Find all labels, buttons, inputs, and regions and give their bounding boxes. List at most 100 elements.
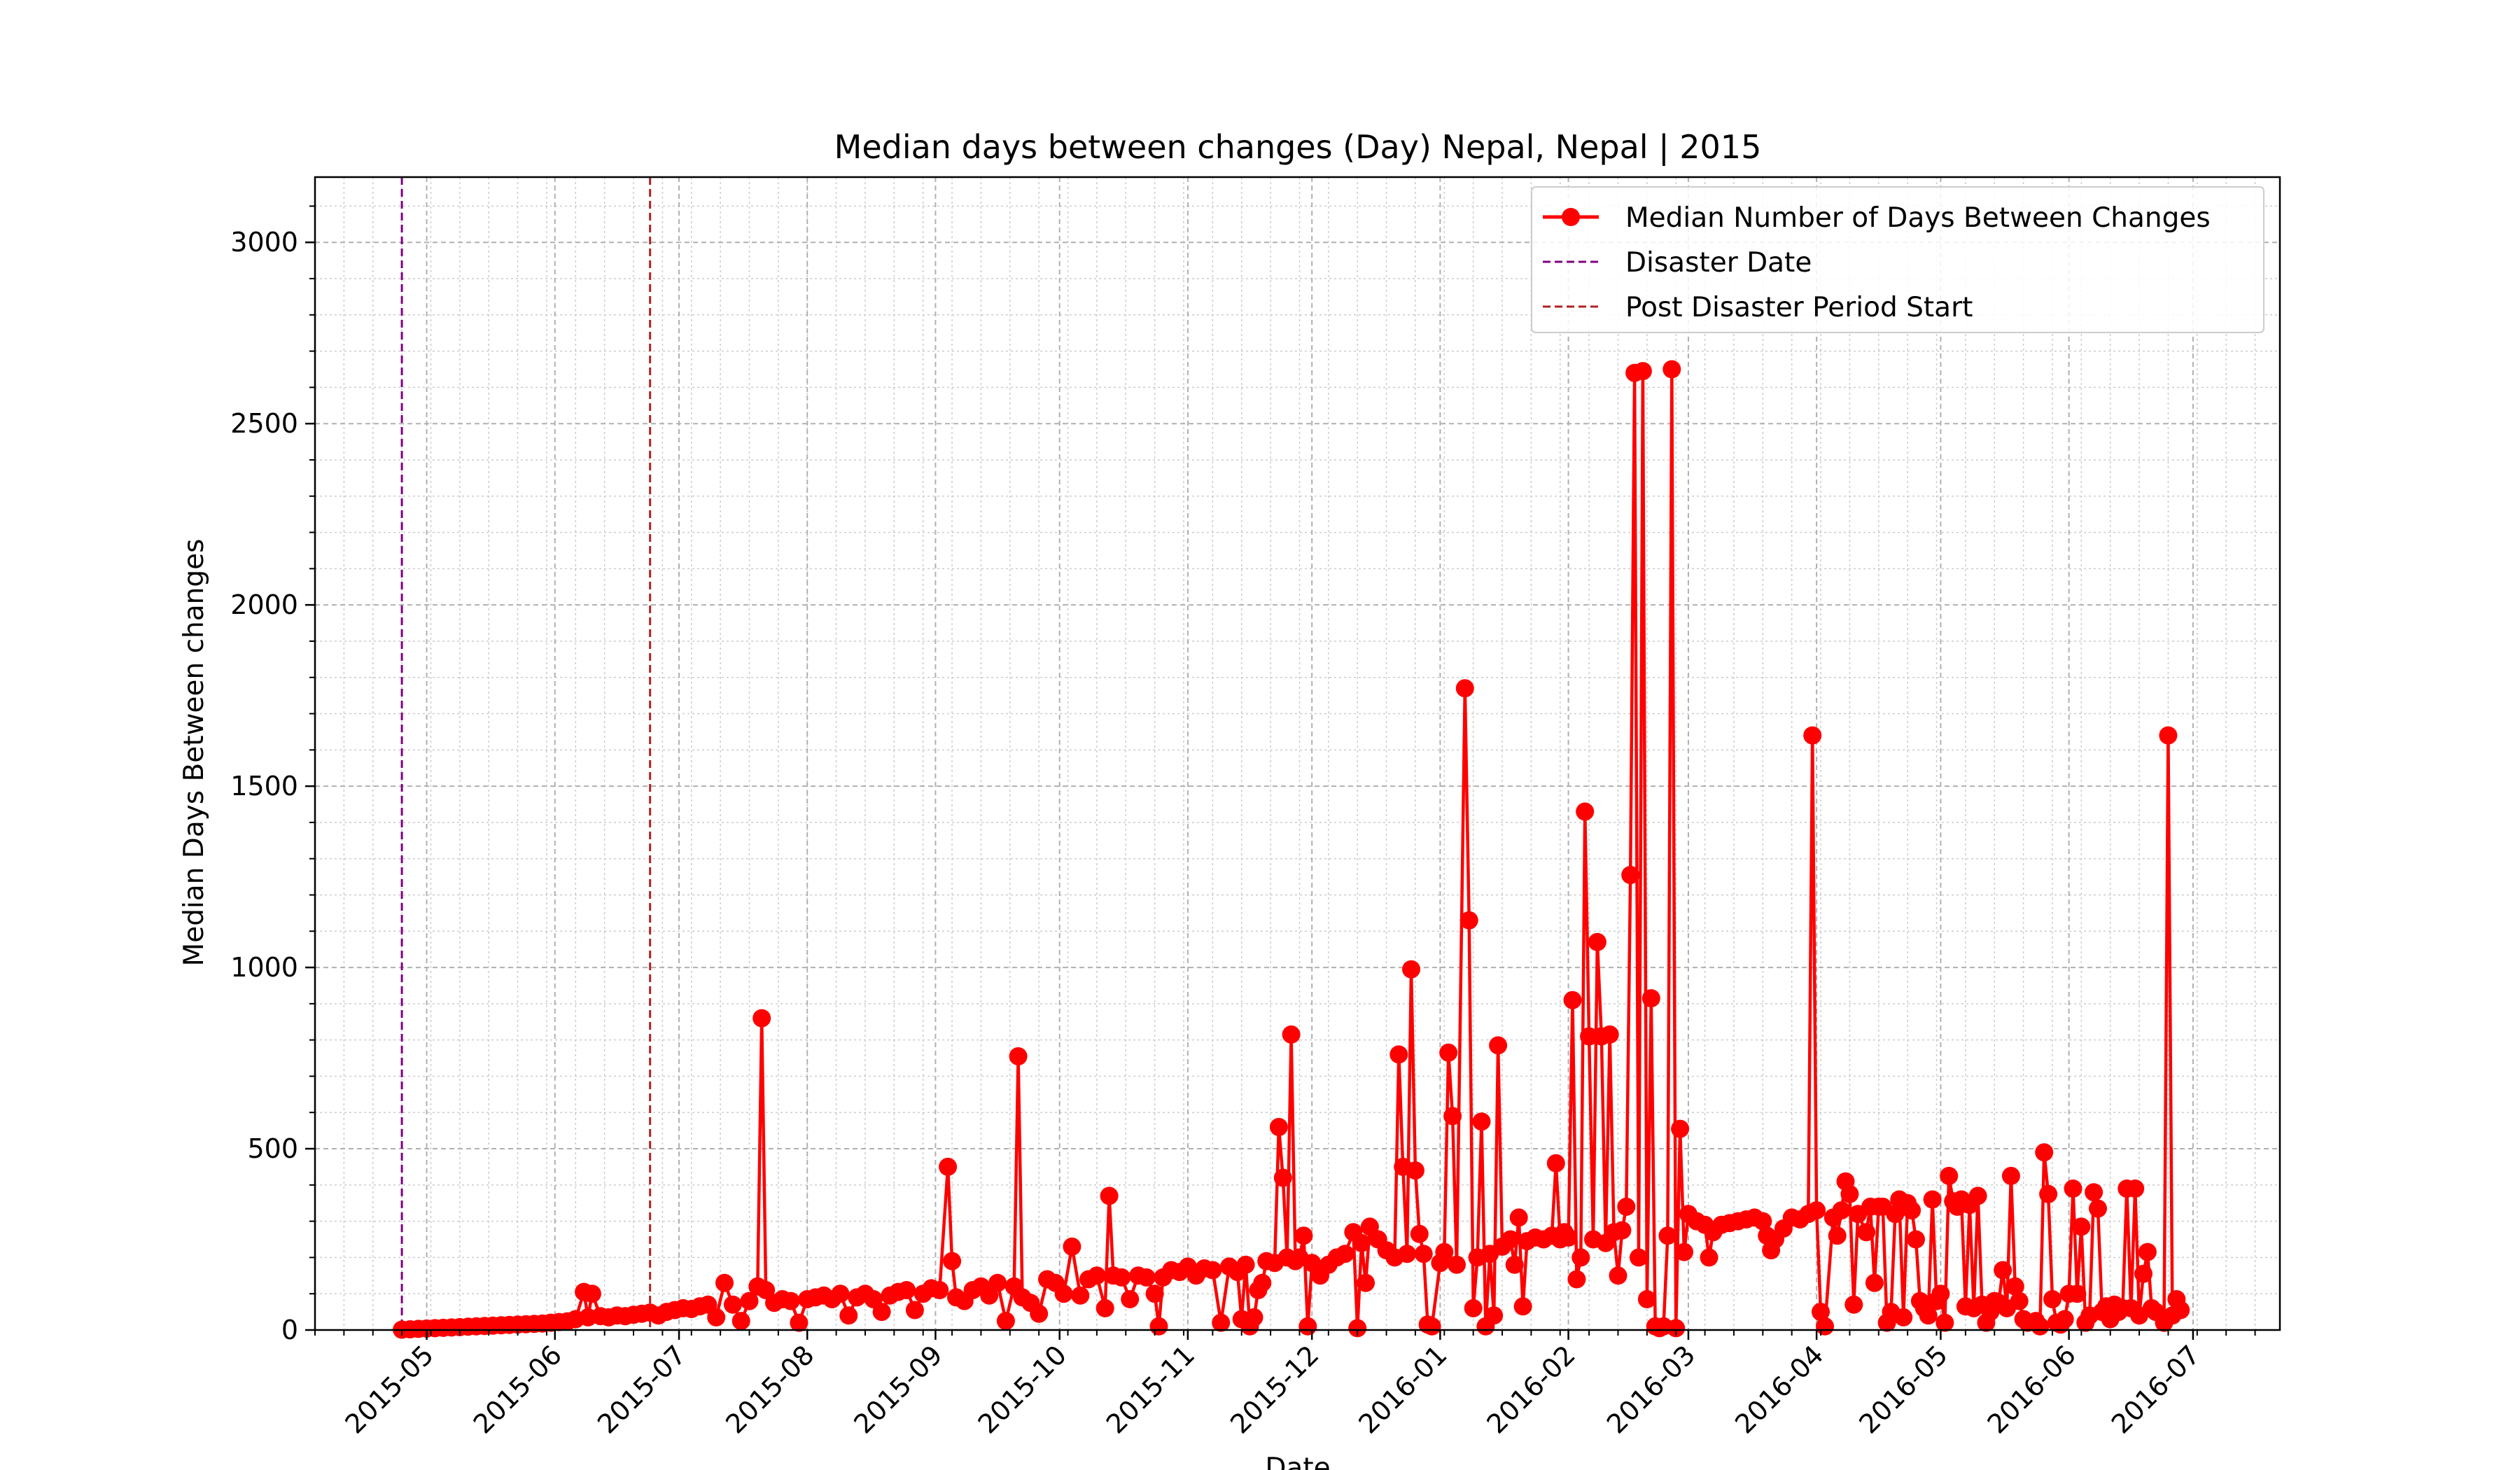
data-point	[582, 1284, 601, 1303]
data-point	[781, 1292, 800, 1310]
plot-frame	[314, 176, 2281, 1331]
data-point	[1642, 989, 1660, 1008]
data-point	[1546, 1154, 1565, 1172]
data-point	[790, 1313, 808, 1332]
data-point	[1637, 1290, 1656, 1308]
data-point	[1236, 1255, 1255, 1274]
vertical-reference-lines	[400, 177, 652, 1330]
data-point	[1505, 1255, 1524, 1274]
data-point	[1865, 1273, 1884, 1292]
data-point	[1572, 1248, 1590, 1267]
data-point	[1671, 1119, 1690, 1138]
data-point	[732, 1312, 750, 1331]
data-point	[1658, 1226, 1677, 1245]
data-point	[1994, 1261, 2012, 1280]
data-point	[1406, 1161, 1424, 1180]
data-point	[1455, 679, 1474, 698]
data-point	[2089, 1199, 2107, 1218]
data-point	[2171, 1301, 2190, 1320]
legend-label-disaster: Disaster Date	[1625, 247, 1812, 279]
data-point	[1667, 1319, 1686, 1338]
data-point	[839, 1306, 858, 1325]
data-point	[2068, 1284, 2087, 1303]
data-point	[1886, 1205, 1905, 1224]
y-tick-label: 2500	[230, 408, 298, 439]
data-point	[1812, 1303, 1830, 1322]
data-point	[1807, 1201, 1826, 1220]
data-point	[1513, 1297, 1532, 1316]
data-point	[2064, 1180, 2082, 1198]
data-point	[1559, 1228, 1578, 1247]
data-point	[2055, 1310, 2074, 1329]
y-tick-label: 2000	[230, 589, 298, 620]
data-point	[1485, 1306, 1504, 1325]
data-point	[897, 1281, 916, 1299]
data-point	[1919, 1306, 1938, 1325]
data-point	[2001, 1166, 2020, 1185]
data-point	[996, 1312, 1015, 1331]
data-point	[1410, 1224, 1429, 1243]
data-point	[1613, 1221, 1632, 1240]
data-point	[1352, 1233, 1371, 1252]
y-axis-ticks: 0 500 1000 1500 2000 2500 3000	[230, 205, 315, 1345]
data-point	[2134, 1264, 2152, 1283]
data-point	[1269, 1118, 1288, 1136]
data-point	[707, 1308, 726, 1326]
data-point	[1145, 1284, 1164, 1303]
data-point	[1357, 1273, 1375, 1292]
data-point	[1567, 1270, 1586, 1289]
data-point	[1923, 1190, 1942, 1209]
data-point	[1336, 1245, 1354, 1264]
data-point	[1472, 1112, 1491, 1131]
data-point	[1100, 1186, 1119, 1205]
data-point	[1940, 1166, 1959, 1185]
data-point	[1112, 1268, 1131, 1287]
data-point	[1894, 1308, 1913, 1326]
data-point	[1054, 1284, 1073, 1303]
data-point	[1857, 1223, 1876, 1242]
data-point	[1439, 1043, 1458, 1062]
data-point	[1630, 1248, 1648, 1267]
data-point	[1935, 1313, 1954, 1332]
data-point	[1203, 1261, 1222, 1280]
data-point	[988, 1273, 1007, 1292]
data-point	[1464, 1298, 1483, 1317]
data-point	[930, 1281, 949, 1299]
data-point	[1422, 1317, 1441, 1336]
data-point	[1298, 1317, 1317, 1336]
data-point	[1489, 1036, 1508, 1055]
data-point	[943, 1252, 962, 1270]
legend-label-series: Median Number of Days Between Changes	[1625, 202, 2211, 234]
data-point	[1840, 1184, 1859, 1203]
series-points-group	[393, 360, 2190, 1339]
data-point	[1212, 1313, 1231, 1332]
y-tick-label: 0	[281, 1315, 298, 1345]
data-point	[2072, 1217, 2091, 1236]
data-point	[1588, 932, 1606, 951]
data-point	[1273, 1168, 1292, 1187]
data-point	[1253, 1273, 1272, 1292]
data-point	[1030, 1304, 1049, 1323]
data-point	[1096, 1298, 1114, 1317]
data-point	[1460, 911, 1478, 930]
data-point	[1121, 1290, 1140, 1308]
y-tick-label: 1500	[230, 771, 298, 802]
data-point	[2005, 1277, 2024, 1296]
data-point	[1832, 1201, 1851, 1220]
data-point	[1402, 960, 1420, 979]
data-point	[1087, 1266, 1106, 1285]
y-tick-label: 500	[247, 1133, 298, 1164]
data-point	[1617, 1197, 1636, 1216]
data-point	[1907, 1230, 1925, 1249]
data-point	[2138, 1242, 2157, 1261]
data-point	[1063, 1237, 1082, 1256]
data-point	[1621, 866, 1640, 884]
data-point	[2085, 1183, 2104, 1202]
data-point	[2035, 1143, 2054, 1162]
x-axis-label: Date	[1265, 1452, 1330, 1470]
data-point	[1282, 1025, 1301, 1044]
data-point	[1390, 1045, 1408, 1064]
legend: Median Number of Days Between Changes Di…	[1531, 186, 2264, 333]
data-point	[1700, 1248, 1718, 1267]
data-point	[1675, 1242, 1693, 1261]
